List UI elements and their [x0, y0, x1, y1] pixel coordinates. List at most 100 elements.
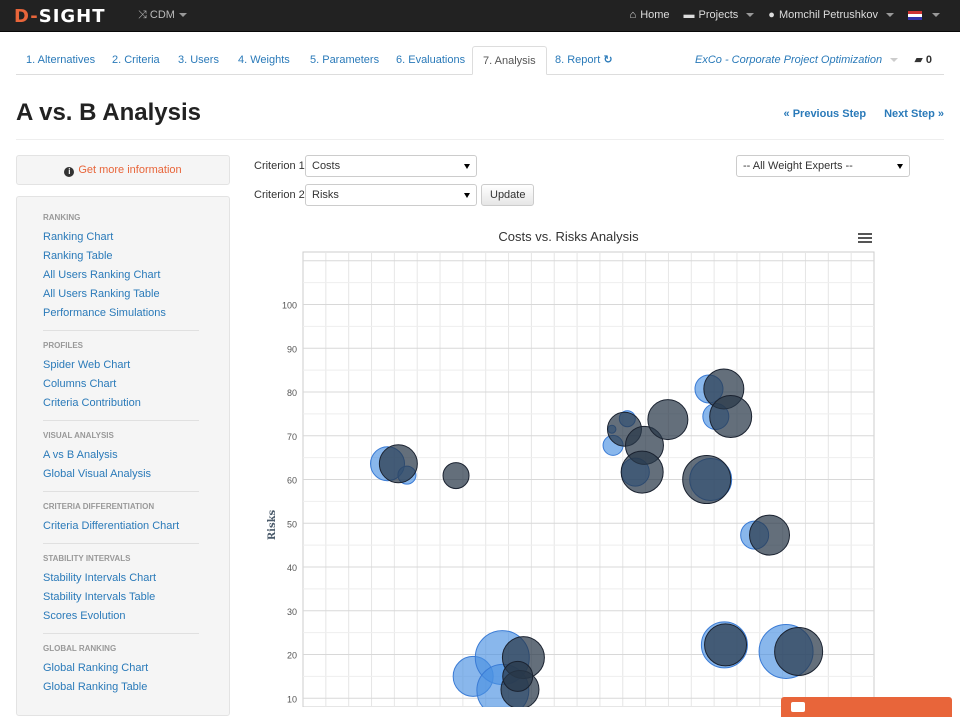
sidebar-separator: [43, 330, 199, 331]
sidebar-section: GLOBAL RANKING Global Ranking Chart Global…: [43, 644, 229, 699]
sidebar-item[interactable]: Global Ranking Table: [43, 681, 148, 693]
tab-weights[interactable]: 4. Weights: [238, 54, 290, 66]
sidebar-item[interactable]: Spider Web Chart: [43, 359, 131, 371]
sidebar-section-heading: RANKING: [43, 213, 81, 222]
nav-user-label: Momchil Petrushkov: [778, 9, 878, 21]
chevron-down-icon: [890, 58, 899, 63]
sidebar-item[interactable]: Global Visual Analysis: [43, 468, 152, 480]
y-tick-label: 50: [287, 519, 297, 529]
folder-icon: ▬: [683, 9, 695, 21]
bubble-chart: 10 20 30 40 50 60 70 80 90 100 Risks: [267, 251, 875, 707]
chat-icon: [791, 702, 805, 712]
nav-home-label: Home: [640, 9, 670, 21]
tab-criteria[interactable]: 2. Criteria: [112, 54, 160, 66]
bubble-dark: [682, 455, 732, 504]
sidebar-separator: [43, 543, 199, 544]
nav-user[interactable]: ● Momchil Petrushkov: [768, 9, 894, 21]
tab-report[interactable]: 8. Report ↻: [555, 46, 613, 75]
comments-button[interactable]: ▰ 0: [914, 46, 932, 74]
dropdown-arrow-icon: [897, 164, 903, 169]
tab-report-label: 8. Report: [555, 54, 601, 66]
nav-language[interactable]: [908, 9, 940, 21]
sidebar-item[interactable]: Columns Chart: [43, 378, 117, 390]
bubble-dark: [749, 514, 791, 556]
shuffle-icon: ⤨: [138, 9, 147, 21]
y-tick-label: 90: [287, 344, 297, 354]
sidebar-section: CRITERIA DIFFERENTIATION Criteria Differe…: [43, 502, 229, 544]
refresh-icon: ↻: [603, 54, 613, 66]
criterion2-label: Criterion 2: [254, 189, 305, 201]
nav-projects[interactable]: ▬ Projects: [684, 9, 755, 21]
bubble-dark: [647, 399, 689, 441]
next-step-link[interactable]: Next Step »: [884, 108, 944, 120]
project-menu[interactable]: ⤨ CDM: [138, 9, 187, 22]
tab-analysis[interactable]: 7. Analysis: [472, 46, 547, 75]
sidebar-section-heading: VISUAL ANALYSIS: [43, 431, 114, 440]
bubble-dark: [378, 444, 418, 484]
chevron-down-icon: [932, 13, 940, 17]
brand-logo[interactable]: D-SIGHT: [14, 6, 106, 27]
sidebar-section-heading: CRITERIA DIFFERENTIATION: [43, 502, 155, 511]
tab-users[interactable]: 3. Users: [178, 54, 219, 66]
feedback-tab[interactable]: [781, 697, 952, 717]
nav-home[interactable]: ⌂ Home: [630, 9, 670, 21]
y-tick-label: 100: [282, 301, 297, 311]
sidebar-item[interactable]: Stability Intervals Table: [43, 591, 156, 603]
sidebar-section: STABILITY INTERVALS Stability Intervals C…: [43, 554, 229, 634]
bubble-dark: [774, 626, 824, 676]
comment-count: 0: [925, 54, 932, 66]
bubble-dark: [704, 623, 748, 667]
chart-title: Costs vs. Risks Analysis: [498, 229, 639, 244]
y-tick-label: 60: [287, 476, 297, 486]
criterion1-label: Criterion 1: [254, 160, 305, 172]
y-axis-title: Risks: [267, 509, 278, 540]
step-tabs: 1. Alternatives 2. Criteria 3. Users 4. …: [16, 46, 944, 75]
criterion1-value: Costs: [312, 160, 341, 172]
sidebar-item[interactable]: Performance Simulations: [43, 307, 166, 319]
sidebar-item[interactable]: Ranking Chart: [43, 231, 114, 243]
project-menu-label: CDM: [149, 9, 175, 21]
sidebar-section: RANKING Ranking Chart Ranking Table All Use…: [43, 213, 229, 331]
bubble-dark: [620, 450, 664, 494]
y-tick-label: 80: [287, 388, 297, 398]
sidebar-section: VISUAL ANALYSIS A vs B Analysis Global Vis…: [43, 431, 229, 492]
y-tick-label: 70: [287, 432, 297, 442]
sidebar-item[interactable]: Scores Evolution: [43, 610, 126, 622]
sidebar-item[interactable]: Criteria Differentiation Chart: [43, 520, 180, 532]
chevron-down-icon: [886, 13, 894, 17]
tab-evaluations[interactable]: 6. Evaluations: [396, 54, 466, 66]
criterion2-select[interactable]: Risks: [305, 184, 477, 206]
project-name-menu[interactable]: ExCo - Corporate Project Optimization: [695, 46, 899, 74]
bubble-dark: [502, 660, 534, 692]
sidebar-item[interactable]: Criteria Contribution: [43, 397, 141, 409]
brand-prefix: D-: [14, 6, 39, 27]
sidebar-item[interactable]: A vs B Analysis: [43, 449, 118, 461]
chart-menu-icon[interactable]: [858, 233, 872, 244]
sidebar-item[interactable]: Ranking Table: [43, 250, 113, 262]
sidebar-item[interactable]: All Users Ranking Chart: [43, 269, 161, 281]
bubble-dark: [442, 462, 470, 490]
weight-experts-value: -- All Weight Experts --: [743, 160, 853, 172]
update-button[interactable]: Update: [481, 184, 535, 206]
previous-step-link[interactable]: « Previous Step: [783, 108, 867, 120]
page-title: A vs. B Analysis: [16, 99, 201, 126]
dropdown-arrow-icon: [464, 164, 470, 169]
sidebar-item[interactable]: All Users Ranking Table: [43, 288, 160, 300]
tab-parameters[interactable]: 5. Parameters: [310, 54, 380, 66]
sidebar-separator: [43, 420, 199, 421]
criterion2-value: Risks: [312, 189, 339, 201]
sidebar-section-heading: PROFILES: [43, 341, 84, 350]
tab-alternatives[interactable]: 1. Alternatives: [26, 54, 96, 66]
sidebar-item[interactable]: Stability Intervals Chart: [43, 572, 157, 584]
sidebar-separator: [43, 633, 199, 634]
sidebar-item[interactable]: Global Ranking Chart: [43, 662, 149, 674]
info-label: Get more information: [78, 164, 182, 176]
criterion1-select[interactable]: Costs: [305, 155, 477, 177]
nav-projects-label: Projects: [698, 9, 739, 21]
brand-suffix: SIGHT: [38, 6, 106, 27]
analysis-sidebar: RANKING Ranking Chart Ranking Table All Use…: [16, 196, 230, 716]
get-more-info-button[interactable]: i Get more information: [16, 155, 230, 185]
bubble-dark: [709, 395, 753, 438]
weight-experts-select[interactable]: -- All Weight Experts --: [736, 155, 910, 177]
top-navbar: D-SIGHT ⤨ CDM ⌂ Home ▬ Projects ● Momchil P…: [0, 0, 960, 32]
